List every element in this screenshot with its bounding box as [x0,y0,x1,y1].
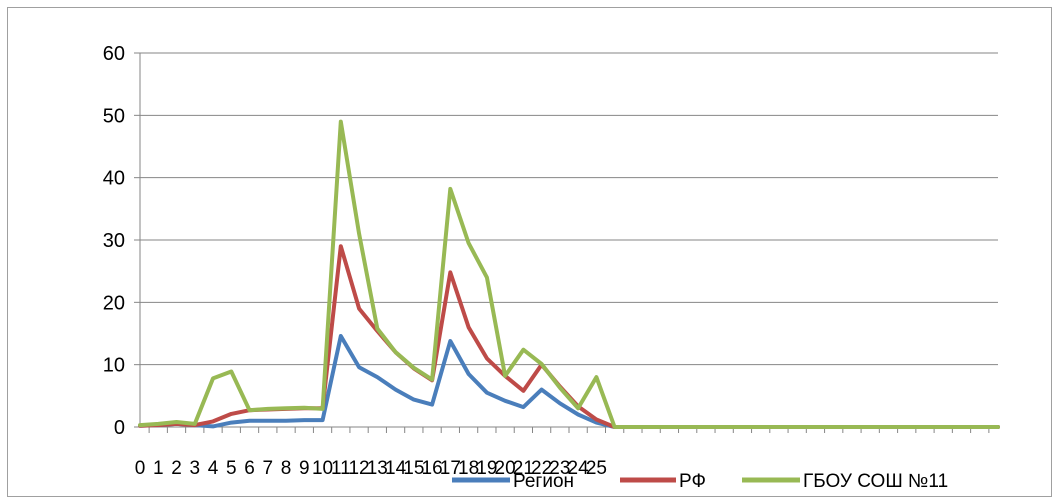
x-tick-label: 4 [208,458,219,479]
legend-label: Регион [513,471,574,489]
chart-frame [7,7,1052,497]
x-tick-label: 8 [281,458,292,479]
gridlines [140,52,998,366]
x-tick-label: 25 [586,458,607,479]
x-tick-label: 20 [495,458,516,479]
x-tick-label: 17 [440,458,461,479]
y-tick-label: 50 [103,105,125,127]
x-tick-label: 7 [262,458,273,479]
x-tick-label: 16 [422,458,443,479]
x-tick-labels: 0 1 2 3 4 5 6 7 8 9 101112131415161718192021222324… [135,458,607,479]
x-tick-label: 10 [312,458,333,479]
series-lines [138,119,1000,429]
x-tick-label: 0 [135,458,146,479]
x-tick-label: 6 [244,458,255,479]
y-tick-label: 10 [103,355,125,377]
legend: Регион РФ ГБОУ СОШ №11 [452,471,948,489]
legend-label: РФ [679,471,706,489]
x-tick-label: 2 [171,458,182,479]
x-tick-label: 11 [331,458,351,479]
x-tick-label: 18 [458,458,479,479]
x-tick-label: 9 [299,458,310,479]
y-tick-labels: 0 10 20 30 40 50 60 [103,43,125,439]
x-tick-label: 21 [513,458,534,479]
x-tick-label: 5 [226,458,237,479]
y-tick-label: 20 [103,292,125,314]
x-tick-label: 14 [385,458,407,479]
y-tick-label: 0 [114,417,125,439]
x-tick-label: 3 [189,458,200,479]
legend-label: ГБОУ СОШ №11 [803,471,948,489]
y-tick-label: 30 [103,230,125,252]
series-line-1 [138,334,1000,429]
x-tick-label: 15 [403,458,424,479]
y-tick-label: 40 [103,168,125,190]
x-tick-label: 12 [348,458,369,479]
axes [134,52,998,433]
x-tick-label: 22 [531,458,552,479]
x-tick-label: 13 [367,458,388,479]
x-tick-label: 19 [476,458,497,479]
x-tick-label: 1 [153,458,164,479]
y-tick-label: 60 [103,43,125,65]
x-tick-label: 24 [568,458,590,479]
series-line-3 [138,119,1000,429]
x-tick-label: 23 [549,458,570,479]
